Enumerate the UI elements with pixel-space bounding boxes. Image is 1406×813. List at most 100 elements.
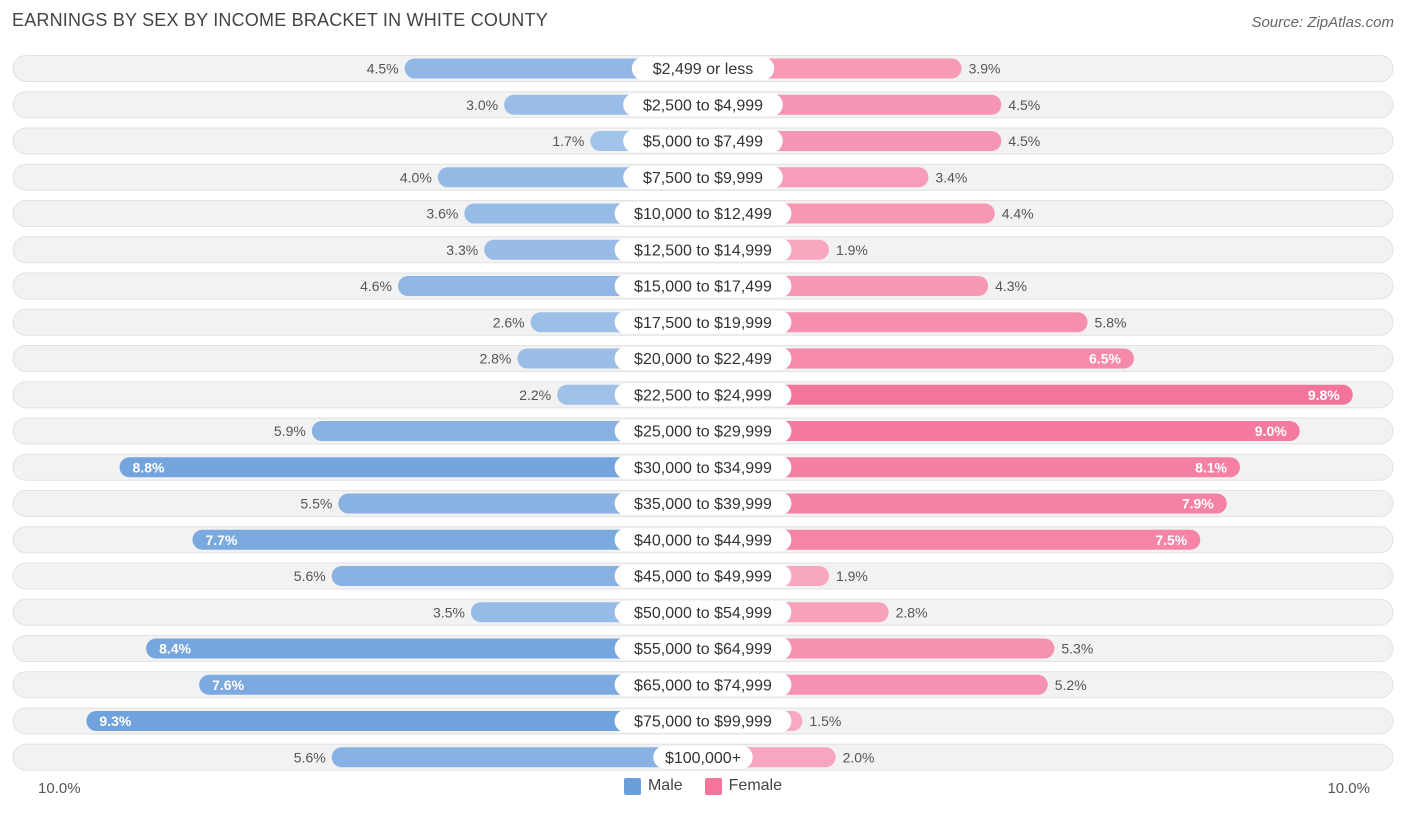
value-label-male: 5.6%: [294, 749, 326, 765]
value-label-female: 4.5%: [1008, 133, 1040, 149]
bar-male: [338, 493, 703, 514]
category-label-background: [614, 455, 792, 479]
category-label-background: [623, 165, 783, 189]
value-label-female: 6.5%: [1089, 351, 1121, 367]
bar-male: [199, 674, 703, 695]
value-label-female: 5.2%: [1055, 677, 1087, 693]
value-label-female: 8.1%: [1195, 459, 1227, 475]
value-label-female: 3.4%: [935, 169, 967, 185]
value-label-female: 2.8%: [896, 604, 928, 620]
value-label-female: 1.9%: [836, 568, 868, 584]
value-label-male: 1.7%: [552, 133, 584, 149]
category-label-background: [614, 238, 792, 262]
category-label-background: [614, 709, 792, 733]
bar-male: [404, 58, 703, 79]
category-label: $2,500 to $4,999: [643, 97, 763, 114]
category-label: $7,500 to $9,999: [643, 170, 763, 187]
value-label-male: 7.6%: [212, 677, 244, 693]
category-label-background: [614, 347, 792, 370]
category-label: $5,000 to $7,499: [643, 134, 763, 151]
category-label: $22,500 to $24,999: [634, 387, 772, 404]
bar-male: [331, 566, 703, 586]
bar-male: [119, 457, 703, 478]
category-label-background: [623, 129, 783, 153]
value-label-male: 4.6%: [360, 278, 392, 294]
value-label-female: 4.5%: [1008, 97, 1040, 113]
bar-female: [703, 638, 1055, 659]
category-label: $12,500 to $14,999: [634, 242, 772, 259]
axis-label-left: 10.0%: [38, 780, 81, 797]
value-label-female: 7.5%: [1155, 532, 1187, 548]
bar-male: [192, 529, 704, 550]
category-label: $100,000+: [665, 750, 741, 767]
category-label-background: [614, 600, 792, 624]
value-label-female: 9.8%: [1308, 387, 1340, 403]
axis-label-right: 10.0%: [1327, 780, 1370, 797]
legend-item-female[interactable]: Female: [704, 777, 783, 795]
value-label-male: 4.0%: [400, 169, 432, 185]
value-label-female: 4.3%: [995, 278, 1027, 294]
legend: Male Female: [0, 777, 1406, 795]
chart-title: EARNINGS BY SEX BY INCOME BRACKET IN WHI…: [12, 10, 548, 30]
category-label: $35,000 to $39,999: [634, 496, 772, 513]
category-label-background: [653, 745, 753, 769]
value-label-female: 5.3%: [1061, 641, 1093, 657]
category-label-background: [614, 274, 792, 298]
category-label: $2,499 or less: [653, 61, 754, 78]
bar-female: [703, 493, 1227, 514]
value-label-male: 9.3%: [99, 713, 131, 729]
legend-label-female: Female: [728, 777, 783, 794]
category-label: $15,000 to $17,499: [634, 279, 772, 296]
value-label-female: 1.9%: [836, 242, 868, 258]
value-label-female: 1.5%: [809, 713, 841, 729]
bar-female: [703, 312, 1088, 333]
legend-swatch-male: [623, 777, 641, 795]
legend-label-male: Male: [647, 777, 683, 794]
value-label-male: 3.0%: [466, 97, 498, 113]
category-label: $20,000 to $22,499: [634, 351, 772, 368]
category-label-background: [631, 57, 775, 80]
bar-male: [86, 711, 703, 731]
category-label-background: [614, 564, 792, 588]
bar-male: [331, 747, 703, 768]
category-label: $75,000 to $99,999: [634, 714, 772, 731]
bar-male: [146, 638, 703, 659]
category-label: $65,000 to $74,999: [634, 677, 772, 694]
category-label-background: [614, 419, 792, 443]
value-label-female: 4.4%: [1002, 206, 1034, 222]
value-label-female: 9.0%: [1255, 423, 1287, 439]
source-credit: Source: ZipAtlas.com: [1251, 14, 1394, 31]
value-label-male: 5.9%: [274, 423, 306, 439]
bar-male: [311, 421, 703, 441]
value-label-female: 3.9%: [969, 61, 1001, 77]
value-label-male: 8.4%: [159, 641, 191, 657]
category-label: $25,000 to $29,999: [634, 424, 772, 441]
category-label: $30,000 to $34,999: [634, 460, 772, 477]
category-label-background: [614, 492, 792, 515]
bar-female: [703, 529, 1201, 550]
category-label-background: [614, 673, 792, 697]
category-label: $45,000 to $49,999: [634, 569, 772, 586]
value-label-male: 5.6%: [294, 568, 326, 584]
value-label-female: 7.9%: [1182, 496, 1214, 512]
value-label-male: 3.3%: [446, 242, 478, 258]
value-label-male: 3.6%: [426, 206, 458, 222]
value-label-male: 3.5%: [433, 604, 465, 620]
category-label: $17,500 to $19,999: [634, 315, 772, 332]
category-label: $55,000 to $64,999: [634, 641, 772, 658]
bar-female: [703, 457, 1241, 478]
category-label-background: [614, 202, 792, 225]
category-label-background: [614, 383, 792, 407]
bar-female: [703, 421, 1300, 441]
category-label-background: [614, 637, 792, 660]
category-label-background: [614, 528, 792, 552]
value-label-female: 5.8%: [1095, 314, 1127, 330]
category-label-background: [614, 310, 792, 334]
bar-female: [703, 348, 1134, 369]
bar-female: [703, 384, 1353, 405]
value-label-male: 5.5%: [300, 496, 332, 512]
value-label-male: 8.8%: [133, 459, 165, 475]
value-label-male: 2.8%: [479, 351, 511, 367]
legend-item-male[interactable]: Male: [623, 777, 683, 795]
